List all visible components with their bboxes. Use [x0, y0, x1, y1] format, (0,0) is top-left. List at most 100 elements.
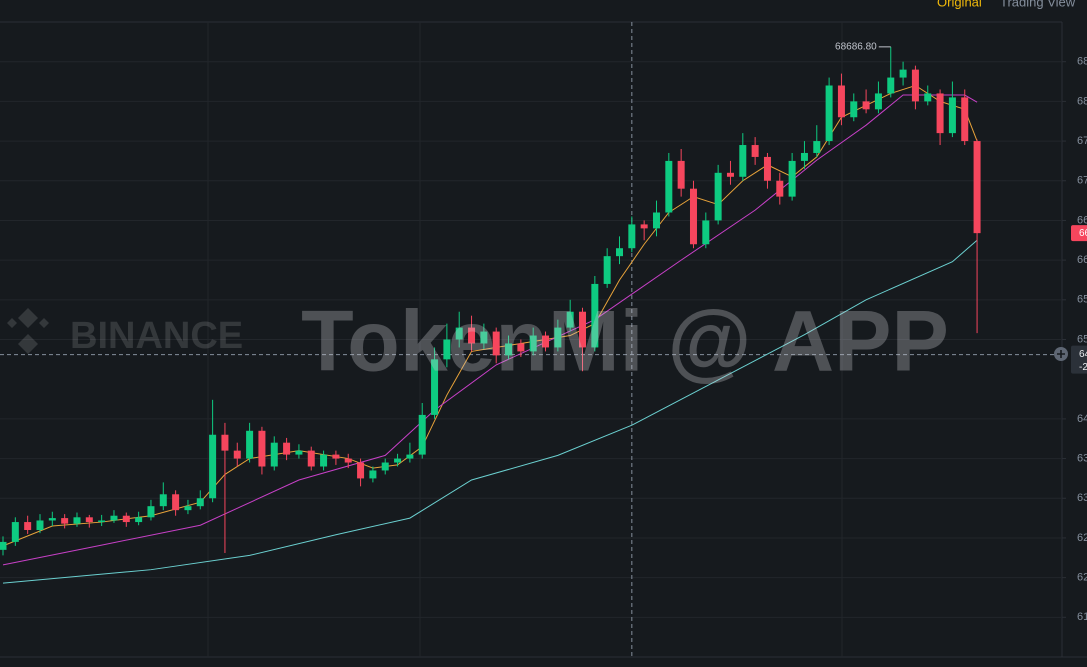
candle-body — [110, 515, 118, 521]
candle-body — [911, 69, 919, 102]
candle-body — [862, 101, 870, 110]
candle-body — [418, 414, 426, 455]
candle-body — [85, 517, 93, 523]
y-tick-label: 63 — [1077, 452, 1087, 464]
candle-body — [98, 520, 106, 523]
candle-body — [196, 498, 204, 507]
candle-body — [924, 93, 932, 102]
plot — [0, 22, 1062, 657]
candle-body — [616, 248, 623, 257]
candle-body — [800, 152, 808, 161]
candle-body — [702, 220, 710, 245]
candle-body — [381, 462, 389, 471]
candle-body — [332, 454, 340, 459]
candle-body — [357, 462, 365, 479]
candle-body — [813, 141, 821, 153]
candle-body — [837, 85, 845, 118]
candle-body — [122, 515, 130, 523]
candle-body — [369, 470, 377, 479]
candle-body — [246, 430, 254, 459]
candle-body — [628, 224, 636, 249]
candle-body — [406, 454, 414, 459]
candle-body — [344, 458, 352, 463]
candle-body — [887, 77, 895, 94]
crosshair-box — [1071, 345, 1087, 374]
candle-body — [763, 156, 771, 181]
candle-body — [48, 518, 56, 521]
y-tick-label: 64 — [1077, 413, 1087, 425]
candle-body — [689, 188, 697, 245]
last-price-box — [1071, 225, 1087, 242]
last-price-label: 66 — [1079, 228, 1087, 239]
candle-body — [788, 160, 796, 197]
candle-body — [874, 93, 882, 110]
candle-body — [295, 450, 303, 455]
candle-body — [739, 145, 747, 177]
candle-body — [776, 180, 784, 197]
candle-body — [61, 518, 69, 524]
y-tick-label: 66 — [1077, 214, 1087, 226]
candle-body — [431, 359, 439, 415]
y-tick-label: 62 — [1077, 532, 1087, 544]
candle-body — [147, 506, 155, 518]
candle-body — [665, 160, 673, 213]
candle-body — [233, 450, 241, 459]
candle-body — [270, 442, 278, 467]
candle-body — [0, 541, 7, 550]
candle-body — [11, 522, 19, 542]
y-tick-label: 67 — [1077, 175, 1087, 187]
logo-text: BINANCE — [70, 315, 243, 357]
crosshair-sublabel: -2 — [1079, 362, 1087, 373]
moving-average-line — [2, 239, 978, 584]
y-tick-label: 65 — [1077, 294, 1087, 306]
candle-body — [221, 434, 229, 451]
candle-body — [603, 256, 611, 284]
binance-logo: BINANCE — [7, 308, 243, 357]
candle-body — [652, 212, 660, 229]
y-tick-label: 68 — [1077, 95, 1087, 107]
candle-body — [455, 327, 463, 340]
candle-body — [258, 430, 266, 467]
candle-body — [591, 283, 599, 348]
candle-body — [283, 442, 291, 455]
candle-body — [443, 339, 451, 360]
logo-icon — [7, 308, 49, 354]
y-tick-label: 66 — [1077, 254, 1087, 266]
candle-body — [677, 160, 685, 189]
tab-trading-view[interactable]: Trading View — [1000, 0, 1076, 9]
candle-body — [961, 97, 969, 142]
candle-body — [554, 327, 562, 348]
candle-body — [36, 520, 44, 530]
candle-body — [751, 145, 759, 157]
candle-body — [468, 327, 476, 344]
y-tick-label: 68 — [1077, 56, 1087, 68]
candle-body — [320, 454, 328, 467]
candle-body — [566, 311, 574, 328]
candle-body — [714, 172, 722, 221]
candle-body — [542, 335, 550, 348]
candle-body — [184, 506, 192, 511]
candle-body — [24, 522, 32, 530]
candle-body — [529, 335, 537, 352]
tab-original[interactable]: Original — [937, 0, 982, 9]
candle-body — [73, 517, 81, 524]
candle-body — [517, 343, 525, 352]
candle-body — [492, 331, 500, 356]
candle-body — [394, 458, 402, 463]
y-tick-label: 61 — [1077, 611, 1087, 623]
candle-body — [850, 101, 858, 118]
y-tick-label: 62 — [1077, 572, 1087, 584]
candle-body — [307, 450, 315, 467]
candle-body — [480, 331, 488, 344]
candle-body — [579, 311, 587, 348]
candle-body — [726, 172, 734, 177]
y-tick-label: 65 — [1077, 333, 1087, 345]
y-tick-label: 67 — [1077, 135, 1087, 147]
candle-body — [640, 224, 648, 229]
high-annotation-label: 68686.80 — [835, 42, 877, 53]
candle-body — [936, 93, 944, 134]
add-icon-plus — [1057, 350, 1065, 358]
candle-body — [172, 494, 180, 511]
